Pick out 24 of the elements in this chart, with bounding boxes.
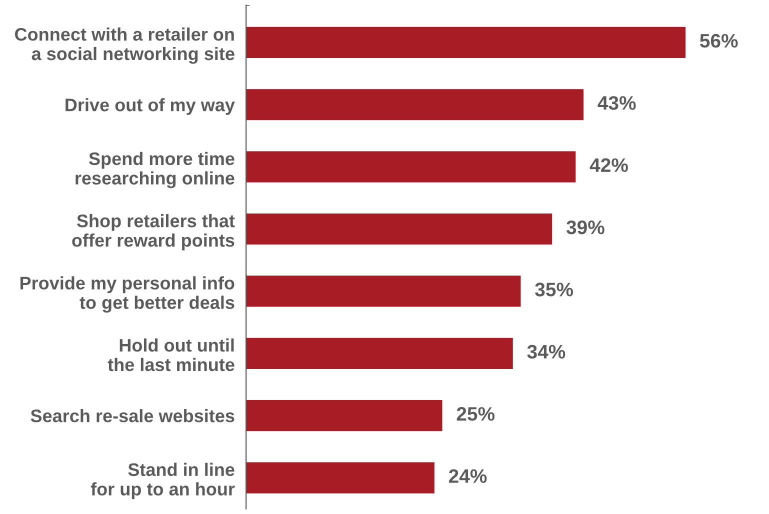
data-label: 43% [598, 96, 636, 110]
bar [246, 276, 521, 307]
y-tick-label: Spend more time researching online [76, 152, 234, 188]
bar [246, 26, 686, 58]
y-tick-label: Drive out of my way [66, 98, 235, 115]
y-tick-label: Shop retailers that offer reward points [72, 214, 235, 250]
data-label: 39% [566, 220, 604, 234]
bar [246, 400, 442, 432]
bar [246, 151, 576, 182]
data-label: 25% [456, 407, 495, 421]
bar [246, 462, 434, 494]
bar [246, 338, 513, 369]
y-tick-label: Connect with a retailer on a social networking site [15, 27, 234, 64]
bar [246, 89, 584, 120]
data-label: 35% [535, 282, 574, 296]
data-label: 34% [527, 344, 566, 359]
y-tick-label: Search re-sale websites [30, 409, 234, 422]
data-label: 56% [700, 34, 738, 48]
y-tick-label: Stand in line for up to an hour [90, 462, 235, 500]
data-label: 42% [590, 158, 628, 172]
bar [246, 213, 552, 245]
data-label: 24% [448, 469, 487, 483]
y-tick-label: Provide my personal info to get better deals [20, 276, 234, 313]
y-tick-label: Hold out until the last minute [108, 338, 234, 372]
